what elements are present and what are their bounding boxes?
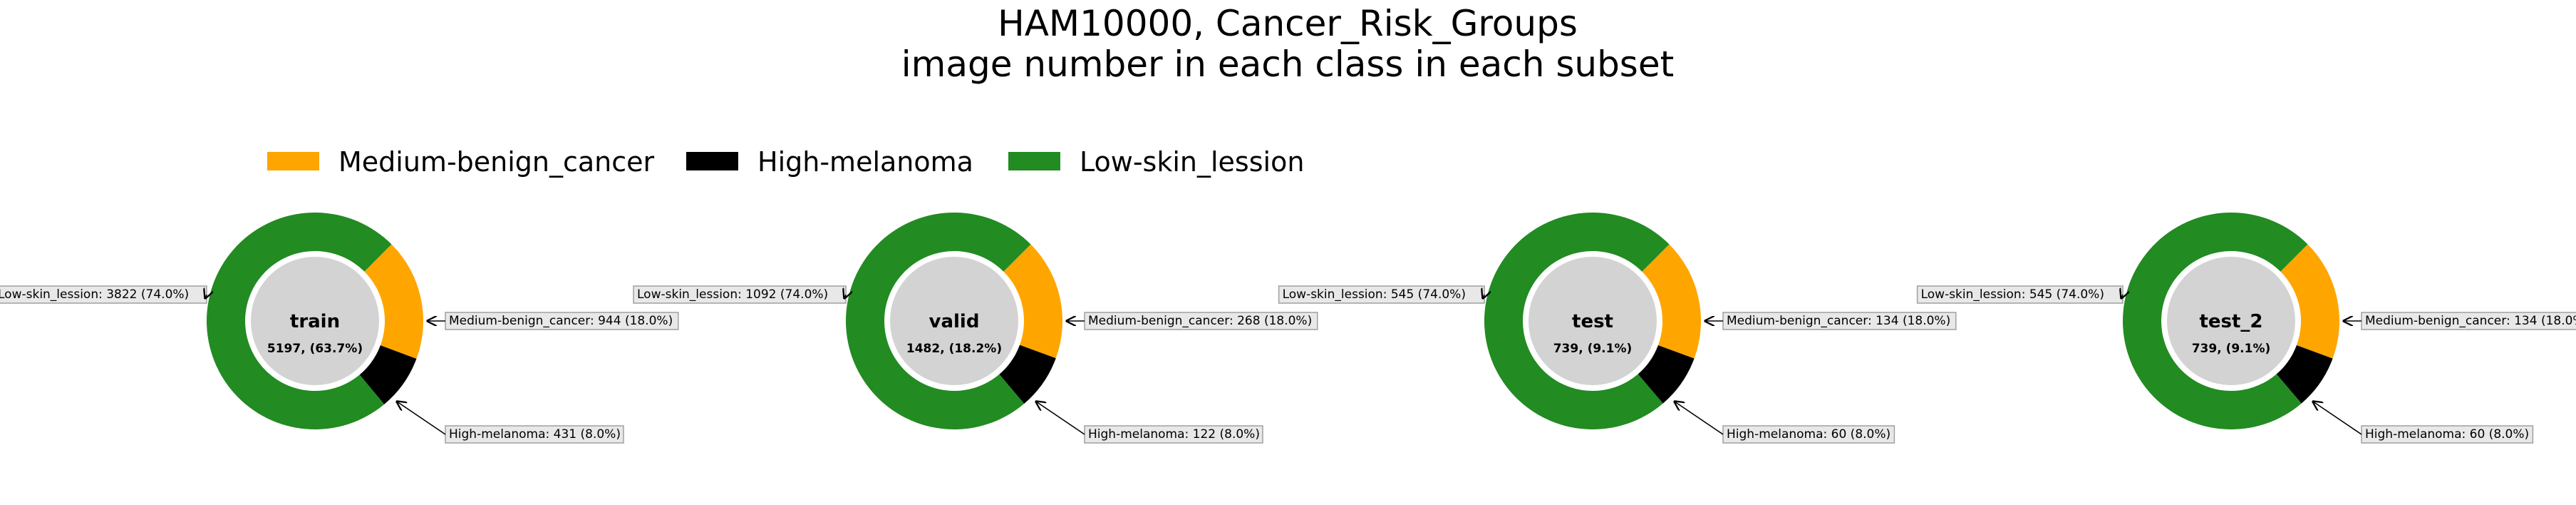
annotation-test-2-medium-benign-cancer: Medium-benign_cancer: 134 (18.0%) [2365,314,2576,328]
donut-train: train 5197, (63.7%) Medium-benign_cancer: … [0,213,679,444]
annotation-test-2-low-skin-lession: Low-skin_lession: 545 (74.0%) [1921,287,2104,302]
slice-test-2-high-melanoma [2276,345,2333,404]
annotation-arrow-train-1 [397,402,446,435]
slice-test-high-melanoma [1638,345,1695,404]
annotation-valid-medium-benign-cancer: Medium-benign_cancer: 268 (18.0%) [1088,314,1312,328]
annotation-arrow-valid-1 [1036,402,1085,435]
annotation-arrow-valid-2 [844,295,846,298]
donut-center-test-2 [2167,257,2295,385]
annotation-box-valid-0 [1084,312,1318,330]
slice-train-low-skin-lession [207,213,392,430]
center-label-test-2: test_2 [2199,311,2262,332]
legend-label-low-skin-lession: Low-skin_lession [1080,146,1304,178]
annotation-box-train-2 [0,285,207,304]
slice-valid-medium-benign-cancer [1003,244,1062,359]
slice-train-medium-benign-cancer [364,244,423,359]
annotation-train-high-melanoma: High-melanoma: 431 (8.0%) [449,427,621,442]
legend-swatch-medium-benign-cancer [267,152,319,170]
donut-charts: train 5197, (63.7%) Medium-benign_cancer: … [0,212,2576,444]
legend-label-high-melanoma: High-melanoma [757,146,973,178]
legend: Medium-benign_cancer High-melanoma Low-ski… [267,146,1304,178]
annotation-test-2-high-melanoma: High-melanoma: 60 (8.0%) [2365,427,2529,442]
annotation-box-test-2 [1278,285,1485,304]
annotation-box-test-2-1 [2361,425,2534,444]
chart-title-line-1: HAM10000, Cancer_Risk_Groups [998,3,1578,44]
chart-title-line-2: image number in each class in each subse… [901,44,1674,85]
legend-swatch-high-melanoma [686,152,738,170]
legend-swatch-low-skin-lession [1008,152,1060,170]
annotation-box-valid-1 [1084,425,1263,444]
annotation-valid-low-skin-lession: Low-skin_lession: 1092 (74.0%) [637,287,828,302]
donut-test: test 739, (9.1%) Medium-benign_cancer: 134… [1278,213,1957,444]
annotation-box-test-1 [1722,425,1895,444]
donut-center-train [251,257,379,385]
annotation-arrow-train-2 [205,295,207,298]
slice-test-2-low-skin-lession [2123,213,2308,429]
slice-test-2-medium-benign-cancer [2280,244,2339,359]
annotation-box-test-2-2 [1916,285,2124,304]
center-label-test: test [1572,311,1613,332]
slice-valid-low-skin-lession [845,212,1031,429]
annotation-box-test-2-0 [2361,312,2576,330]
center-sublabel-test-2: 739, (9.1%) [2192,342,2271,356]
slice-train-high-melanoma [359,345,417,404]
center-label-train: train [290,311,340,332]
slice-test-low-skin-lession [1484,213,1670,430]
annotation-train-low-skin-lession: Low-skin_lession: 3822 (74.0%) [0,287,189,302]
slice-valid-high-melanoma [999,345,1056,404]
annotation-valid-high-melanoma: High-melanoma: 122 (8.0%) [1088,427,1260,442]
annotation-arrow-test-2-1 [2313,402,2362,435]
annotation-test-medium-benign-cancer: Medium-benign_cancer: 134 (18.0%) [1727,314,1950,328]
center-sublabel-train: 5197, (63.7%) [267,342,363,356]
legend-label-medium-benign-cancer: Medium-benign_cancer [338,146,655,178]
annotation-train-medium-benign-cancer: Medium-benign_cancer: 944 (18.0%) [449,314,673,328]
center-sublabel-valid: 1482, (18.2%) [906,342,1002,356]
annotation-arrow-test-2 [1483,295,1484,298]
annotation-arrow-test-2-2 [2121,295,2123,298]
annotation-test-high-melanoma: High-melanoma: 60 (8.0%) [1727,427,1890,442]
center-sublabel-test: 739, (9.1%) [1553,342,1633,356]
slice-test-medium-benign-cancer [1642,244,1701,359]
donut-test-2: test_2 739, (9.1%) Medium-benign_cancer: 1… [1916,213,2576,444]
center-label-valid: valid [929,311,980,332]
annotation-box-train-0 [445,312,679,330]
donut-center-test [1528,257,1657,385]
donut-valid: valid 1482, (18.2%) Medium-benign_cancer: … [633,212,1318,444]
annotation-arrow-test-1 [1675,402,1724,435]
annotation-test-low-skin-lession: Low-skin_lession: 545 (74.0%) [1283,287,1466,302]
donut-center-valid [890,257,1018,385]
annotation-box-test-0 [1722,312,1957,330]
